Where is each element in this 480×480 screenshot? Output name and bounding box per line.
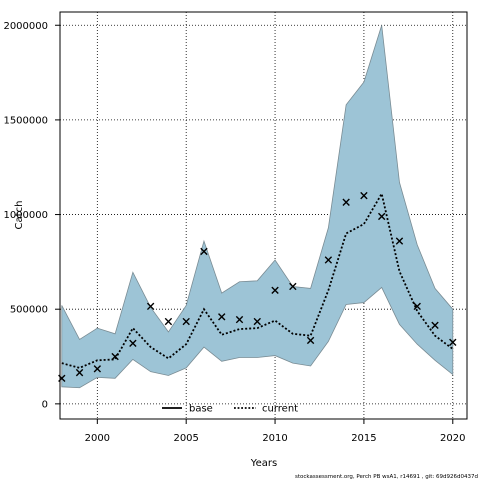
series-lines xyxy=(61,191,454,369)
observed-point xyxy=(182,317,190,326)
observed-point xyxy=(306,336,315,345)
y-tick-label: 0 xyxy=(42,399,48,410)
x-axis-title: Years xyxy=(250,458,277,469)
observed-point xyxy=(146,302,155,311)
confidence-band xyxy=(61,25,454,389)
observed-point xyxy=(395,237,404,245)
y-tick-label: 1000000 xyxy=(3,210,48,221)
y-axis: 0 500000 1000000 1500000 2000000 xyxy=(3,21,60,410)
observed-point xyxy=(377,212,386,221)
observed-point xyxy=(93,365,102,373)
observed-point xyxy=(235,315,244,324)
observed-point xyxy=(431,321,439,329)
observed-point xyxy=(200,247,208,256)
observed-point xyxy=(360,191,368,200)
observed-point xyxy=(111,352,119,361)
x-axis: 2000 2005 2010 2015 2020 xyxy=(85,419,466,444)
observed-point xyxy=(449,338,457,347)
legend-base-label: base xyxy=(189,404,213,415)
legend-current-label: current xyxy=(262,404,298,415)
x-tick-label: 2005 xyxy=(173,433,198,444)
observed-point xyxy=(129,339,137,347)
x-tick-label: 2010 xyxy=(262,433,287,444)
footer-credit: stockassessment.org, Perch PB wsA1, r146… xyxy=(295,474,478,480)
observed-point xyxy=(342,198,350,206)
observed-point xyxy=(271,286,279,294)
observed-point xyxy=(253,317,261,326)
observed-point xyxy=(324,256,333,264)
observed-point xyxy=(413,302,421,311)
series-line-current xyxy=(61,191,454,369)
y-tick-label: 1500000 xyxy=(3,115,48,126)
observed-point xyxy=(75,368,84,377)
observed-point xyxy=(218,313,226,321)
legend: base current xyxy=(162,404,298,415)
y-axis-title: Catch xyxy=(14,201,25,230)
x-tick-label: 2015 xyxy=(351,433,376,444)
y-tick-label: 500000 xyxy=(10,305,48,316)
observed-point xyxy=(289,282,297,291)
observed-point xyxy=(164,317,173,326)
x-tick-label: 2000 xyxy=(85,433,110,444)
x-tick-label: 2020 xyxy=(440,433,465,444)
y-tick-label: 2000000 xyxy=(3,21,48,32)
confidence-band-area xyxy=(61,25,454,389)
plot-frame xyxy=(59,11,468,420)
